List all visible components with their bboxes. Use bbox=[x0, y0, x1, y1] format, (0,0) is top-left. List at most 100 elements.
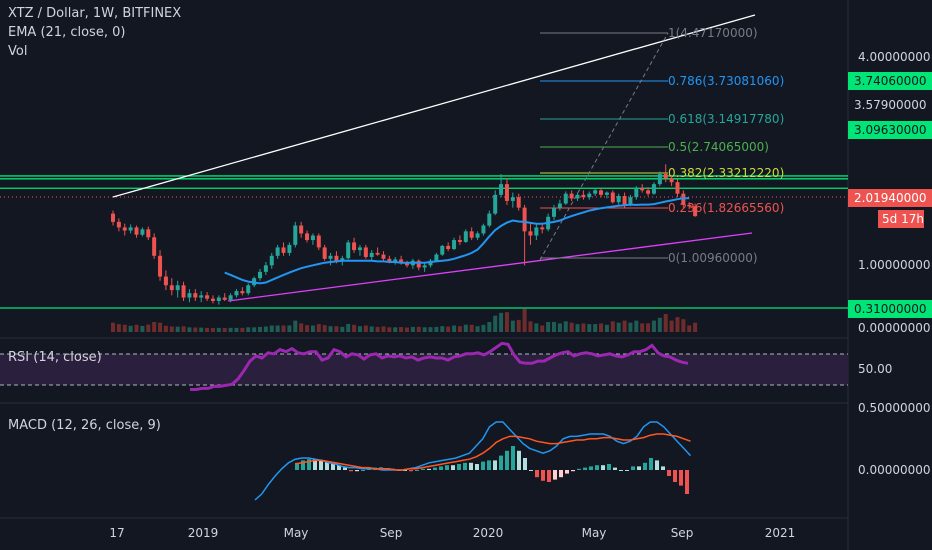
candle-body bbox=[328, 255, 333, 259]
macd-histogram-bar bbox=[301, 460, 305, 470]
candle-body bbox=[240, 291, 245, 294]
candle-body bbox=[175, 285, 180, 291]
macd-histogram-bar bbox=[427, 468, 431, 470]
volume-bar bbox=[152, 322, 157, 332]
macd-histogram-bar bbox=[475, 464, 479, 470]
macd-histogram-bar bbox=[529, 470, 533, 471]
volume-bar bbox=[181, 326, 186, 332]
fib-level-label: 0(1.00960000) bbox=[668, 251, 758, 265]
volume-bar bbox=[375, 326, 380, 332]
x-axis-label: Sep bbox=[671, 526, 694, 540]
volume-bar bbox=[516, 319, 521, 332]
candle-body bbox=[293, 225, 298, 245]
volume-bar bbox=[305, 325, 310, 332]
volume-bar bbox=[646, 323, 651, 332]
candle-body bbox=[493, 194, 498, 214]
candle-body bbox=[452, 240, 457, 250]
volume-bar bbox=[134, 324, 139, 332]
candle-body bbox=[363, 247, 368, 257]
volume-bar bbox=[363, 325, 368, 332]
candle-body bbox=[134, 227, 139, 235]
candle-body bbox=[357, 247, 362, 251]
candle-body bbox=[122, 227, 127, 231]
price-axis-label: 1.00000000 bbox=[858, 258, 931, 272]
candle-body bbox=[457, 240, 462, 242]
candle-body bbox=[316, 235, 321, 248]
volume-bar bbox=[246, 327, 251, 332]
macd-line bbox=[254, 421, 692, 501]
candle-body bbox=[675, 182, 680, 194]
lower-trendline bbox=[227, 232, 753, 302]
volume-bar bbox=[387, 327, 392, 332]
macd-histogram-bar bbox=[655, 460, 659, 470]
candle-body bbox=[310, 235, 315, 241]
candle-body bbox=[528, 231, 533, 236]
volume-bar bbox=[369, 326, 374, 332]
candle-body bbox=[334, 255, 339, 261]
candle-body bbox=[463, 231, 468, 242]
volume-bar bbox=[410, 326, 415, 332]
macd-axis-label: 0.00000000 bbox=[858, 463, 931, 477]
volume-bar bbox=[210, 328, 215, 332]
volume-bar bbox=[493, 315, 498, 332]
volume-bar bbox=[128, 325, 133, 332]
candle-body bbox=[340, 258, 345, 261]
candle-body bbox=[557, 203, 562, 208]
candle-body bbox=[281, 247, 286, 253]
volume-bar bbox=[122, 324, 127, 332]
candle-body bbox=[640, 188, 645, 191]
volume-bar bbox=[116, 324, 121, 332]
volume-bar bbox=[634, 320, 639, 332]
volume-bar bbox=[316, 324, 321, 332]
volume-bar bbox=[146, 324, 151, 332]
volume-bar bbox=[416, 326, 421, 332]
volume-bar bbox=[593, 324, 598, 332]
level-tag: 3.74060000 bbox=[848, 72, 932, 90]
fib-level-label: 0.786(3.73081060) bbox=[668, 74, 784, 88]
volume-bar bbox=[287, 325, 292, 332]
candle-body bbox=[534, 227, 539, 236]
x-axis-label: May bbox=[582, 526, 607, 540]
volume-bar bbox=[281, 325, 286, 332]
ema-line bbox=[224, 197, 690, 285]
volume-bar bbox=[528, 321, 533, 332]
macd-histogram-bar bbox=[499, 455, 503, 470]
candle-body bbox=[352, 242, 357, 251]
volume-bar bbox=[340, 326, 345, 332]
macd-histogram-bar bbox=[613, 467, 617, 470]
volume-bar bbox=[669, 320, 674, 332]
volume-bar bbox=[481, 324, 486, 332]
macd-histogram-bar bbox=[559, 470, 563, 478]
candle-body bbox=[305, 233, 310, 241]
volume-bar bbox=[540, 325, 545, 332]
macd-histogram-bar bbox=[577, 468, 581, 470]
candle-body bbox=[387, 258, 392, 262]
volume-bar bbox=[604, 324, 609, 332]
candle-body bbox=[504, 184, 509, 201]
candle-body bbox=[152, 237, 157, 256]
fib-trend-line bbox=[539, 32, 669, 261]
volume-bar bbox=[628, 322, 633, 332]
candle-body bbox=[163, 276, 168, 286]
candle-body bbox=[393, 259, 398, 262]
volume-bar bbox=[469, 324, 474, 332]
volume-bar bbox=[457, 326, 462, 332]
volume-bar bbox=[428, 327, 433, 332]
rsi-line bbox=[190, 341, 689, 391]
candle-body bbox=[516, 197, 521, 208]
volume-bar bbox=[352, 324, 357, 332]
macd-histogram-bar bbox=[481, 461, 485, 470]
volume-bar bbox=[663, 314, 668, 332]
candle-body bbox=[158, 255, 163, 277]
countdown-tag: 5d 17h bbox=[878, 210, 924, 228]
candle-body bbox=[299, 225, 304, 234]
x-axis-label: 2019 bbox=[188, 526, 219, 540]
macd-histogram-bar bbox=[523, 458, 527, 470]
candle-body bbox=[593, 190, 598, 194]
macd-histogram-bar bbox=[673, 470, 677, 482]
macd-histogram-bar bbox=[487, 460, 491, 470]
candle-body bbox=[422, 265, 427, 268]
candle-body bbox=[681, 193, 686, 205]
